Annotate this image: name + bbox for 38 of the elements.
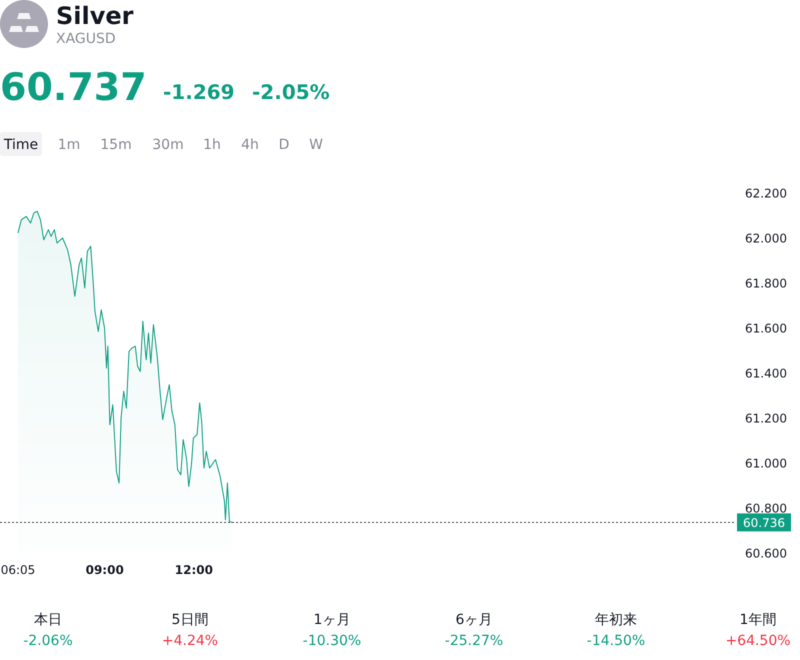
- text: 6ヶ月: [456, 612, 492, 628]
- text: 1m: [58, 137, 80, 153]
- text: 1年間: [740, 612, 776, 628]
- y-tick-label: 61.400: [745, 366, 787, 380]
- x-tick-label: 06:05: [0, 563, 36, 577]
- text: +4.24%: [162, 633, 218, 649]
- y-tick-label: 61.200: [745, 412, 787, 426]
- text: -10.30%: [302, 633, 362, 649]
- x-tick-label: 12:00: [174, 563, 213, 577]
- y-tick-label: 60.800: [745, 502, 787, 516]
- text: -2.05%: [252, 80, 330, 104]
- text: 5日間: [172, 612, 208, 628]
- text: W: [309, 137, 324, 153]
- chart-subtitle: XAGUSD: [56, 31, 116, 47]
- text: 本日: [34, 612, 62, 628]
- x-tick-label: 09:00: [86, 563, 124, 577]
- text: -25.27%: [444, 633, 504, 649]
- text: 60.737: [0, 65, 147, 109]
- text: +64.50%: [725, 633, 791, 649]
- text: 1ヶ月: [314, 612, 350, 628]
- text: D: [278, 137, 290, 153]
- text: 年初来: [595, 612, 637, 628]
- y-tick-label: 62.200: [745, 186, 787, 200]
- text: -1.269: [163, 80, 235, 104]
- text: 30m: [152, 137, 184, 153]
- text: -14.50%: [586, 633, 646, 649]
- text: Time: [2, 137, 38, 153]
- text: 4h: [241, 137, 259, 153]
- y-tick-label: 62.000: [745, 232, 787, 246]
- text: -2.06%: [23, 633, 73, 649]
- text: 15m: [100, 137, 132, 153]
- ref-line-label: 60.736: [743, 516, 785, 530]
- chart-title: Silver: [56, 2, 134, 30]
- y-tick-label: 60.600: [745, 546, 787, 560]
- text: 1h: [203, 137, 221, 153]
- y-tick-label: 61.000: [745, 456, 787, 470]
- y-tick-label: 61.600: [745, 322, 787, 336]
- y-tick-label: 61.800: [745, 276, 787, 290]
